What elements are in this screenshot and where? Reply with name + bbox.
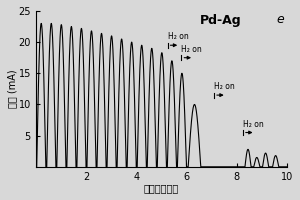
Text: Pd-Ag: Pd-Ag (200, 14, 242, 27)
Text: H₂ on: H₂ on (243, 120, 264, 129)
X-axis label: 时间（分钟）: 时间（分钟） (144, 183, 179, 193)
Text: H₂ on: H₂ on (168, 32, 188, 41)
Text: H₂ on: H₂ on (214, 82, 235, 91)
Text: e: e (277, 13, 284, 26)
Text: H₂ on: H₂ on (182, 45, 202, 54)
Y-axis label: 电流 (mA): 电流 (mA) (7, 70, 17, 108)
